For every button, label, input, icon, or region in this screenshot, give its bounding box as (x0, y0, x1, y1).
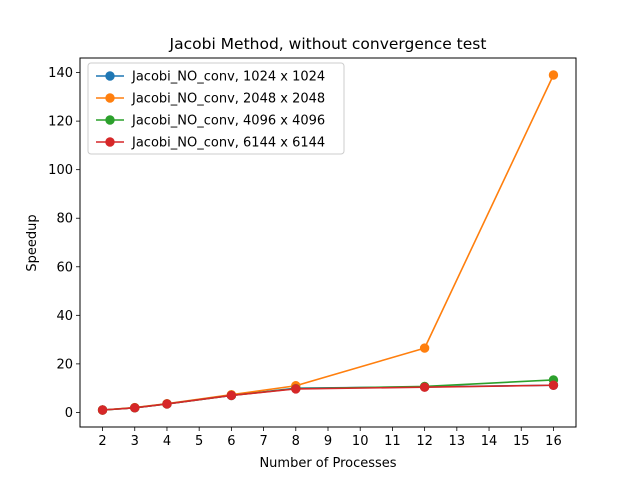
y-tick-label: 40 (56, 309, 73, 324)
data-point (548, 380, 559, 390)
y-axis-ticks: 0 20 40 60 80 100 120 140 (48, 66, 80, 421)
y-tick-label: 120 (48, 115, 73, 130)
plot-frame (79, 57, 577, 428)
data-point (226, 390, 237, 401)
legend-items: Jacobi_NO_conv, 1024 x 1024 Jacobi_NO_con… (96, 70, 325, 151)
y-tick-label: 20 (56, 357, 73, 372)
x-tick-label: 13 (449, 434, 466, 449)
legend-item: Jacobi_NO_conv, 4096 x 4096 (96, 114, 325, 129)
y-tick-label: 0 (65, 406, 73, 421)
x-tick-label: 4 (163, 434, 171, 449)
x-tick-label: 3 (131, 434, 139, 449)
x-tick-label: 12 (416, 434, 433, 449)
y-axis-title: Speedup (25, 214, 40, 271)
legend: Jacobi_NO_conv, 1024 x 1024 Jacobi_NO_con… (87, 62, 345, 155)
legend-marker (105, 137, 115, 147)
data-point (419, 343, 430, 353)
series-layer (97, 70, 559, 415)
x-tick-label: 9 (324, 434, 332, 449)
x-tick-label: 10 (352, 434, 369, 449)
y-tick-label: 100 (48, 163, 73, 178)
legend-label: Jacobi_NO_conv, 1024 x 1024 (131, 70, 325, 85)
legend-box (87, 62, 345, 155)
y-tick-label: 140 (48, 66, 73, 81)
legend-marker (105, 71, 115, 81)
legend-label: Jacobi_NO_conv, 6144 x 6144 (131, 136, 325, 151)
data-point (548, 70, 559, 80)
legend-item: Jacobi_NO_conv, 2048 x 2048 (96, 92, 325, 107)
data-point (162, 399, 172, 409)
legend-item: Jacobi_NO_conv, 1024 x 1024 (96, 70, 325, 85)
x-tick-label: 8 (292, 434, 300, 449)
chart-title: Jacobi Method, without convergence test (169, 35, 487, 53)
legend-label: Jacobi_NO_conv, 4096 x 4096 (131, 114, 325, 129)
x-tick-label: 14 (481, 434, 498, 449)
x-tick-label: 5 (195, 434, 203, 449)
legend-marker (105, 115, 115, 125)
y-tick-label: 60 (56, 260, 73, 275)
x-axis-ticks: 2 3 4 5 6 7 8 9 10 11 12 13 14 15 16 (98, 427, 562, 449)
x-tick-label: 15 (513, 434, 530, 449)
x-tick-label: 7 (259, 434, 267, 449)
x-axis-title: Number of Processes (259, 456, 396, 471)
data-point (291, 384, 301, 394)
data-point (97, 405, 108, 415)
series-4 (97, 380, 559, 415)
x-tick-label: 16 (545, 434, 562, 449)
legend-item: Jacobi_NO_conv, 6144 x 6144 (96, 136, 325, 151)
x-tick-label: 11 (384, 434, 401, 449)
data-point (130, 403, 140, 413)
legend-label: Jacobi_NO_conv, 2048 x 2048 (131, 92, 325, 107)
data-point (419, 382, 430, 392)
y-tick-label: 80 (56, 212, 73, 227)
x-tick-label: 2 (98, 434, 106, 449)
x-tick-label: 6 (227, 434, 235, 449)
legend-marker (105, 93, 115, 103)
